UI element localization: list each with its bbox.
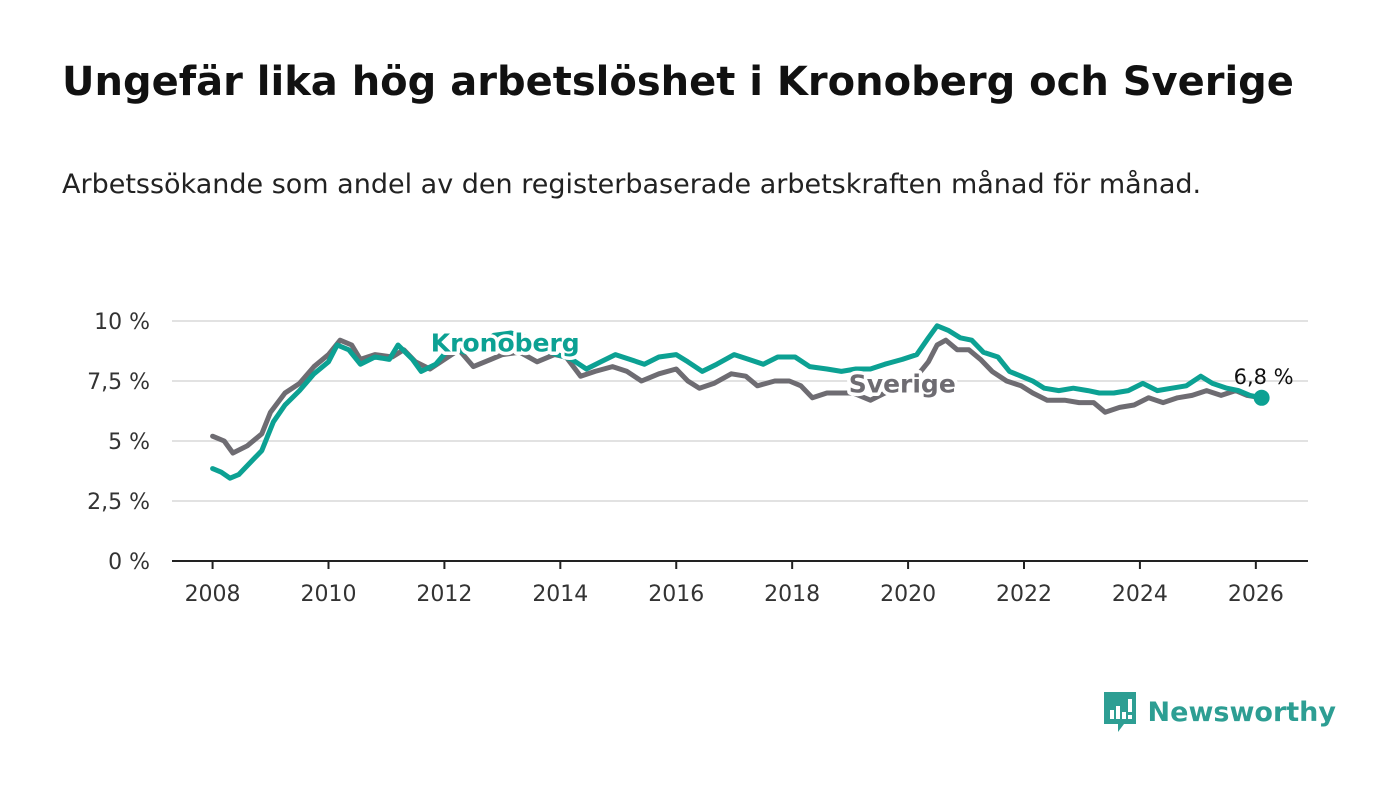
y-tick-label: 5 % (108, 430, 150, 455)
y-tick-label: 0 % (108, 550, 150, 575)
x-tick-label: 2012 (416, 582, 472, 607)
x-tick-label: 2024 (1112, 582, 1168, 607)
y-tick-label: 10 % (94, 310, 150, 335)
series-label-halo: Kronoberg (431, 329, 580, 358)
series-line-sverige (210, 337, 1265, 456)
x-tick-label: 2022 (996, 582, 1052, 607)
series-lines (210, 323, 1265, 481)
end-point-marker (1253, 389, 1270, 406)
series-line-kronoberg (210, 323, 1265, 481)
y-tick-label: 7,5 % (87, 370, 150, 395)
series-label-halo: Sverige (849, 369, 956, 398)
x-tick-label: 2020 (880, 582, 936, 607)
chart-subtitle: Arbetssökande som andel av den registerb… (62, 169, 1202, 200)
x-tick-label: 2016 (648, 582, 704, 607)
series-label-sverige: Sverige (849, 369, 956, 398)
x-tick-label: 2018 (764, 582, 820, 607)
newsworthy-logo-icon (1103, 692, 1136, 732)
newsworthy-logo: Newsworthy (1102, 690, 1336, 734)
end-value-label: 6,8 % (1234, 365, 1294, 389)
x-tick-label: 2014 (532, 582, 588, 607)
series-label-kronoberg: Kronoberg (431, 329, 580, 358)
x-tick-label: 2010 (300, 582, 356, 607)
y-tick-label: 2,5 % (87, 490, 150, 515)
brand-name: Newsworthy (1147, 696, 1336, 728)
x-tick-label: 2026 (1228, 582, 1284, 607)
x-tick-label: 2008 (185, 582, 241, 607)
gridlines (172, 320, 1308, 502)
chart-title: Ungefär lika hög arbetslöshet i Kronober… (62, 59, 1294, 105)
axes: 0 % 2,5 % 5 % 7,5 % 10 % 2008 2010 2012 2014 2016… (87, 310, 1308, 607)
